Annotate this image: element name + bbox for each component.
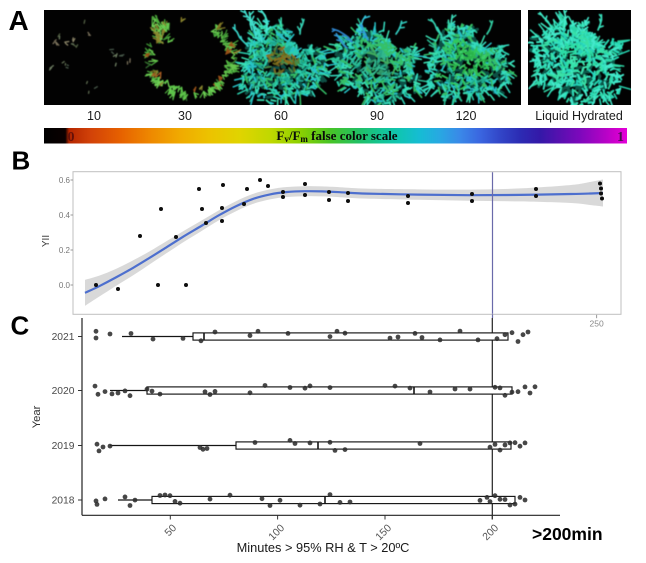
svg-text:200: 200 [480, 522, 501, 543]
svg-text:>200min: >200min [532, 524, 603, 544]
svg-text:120: 120 [456, 109, 477, 123]
svg-text:A: A [9, 5, 29, 36]
svg-text:2018: 2018 [52, 496, 75, 507]
svg-text:250: 250 [590, 319, 604, 329]
svg-text:2021: 2021 [52, 332, 75, 343]
svg-text:0: 0 [68, 130, 75, 145]
svg-text:Year: Year [31, 405, 43, 428]
svg-text:0.4: 0.4 [59, 211, 71, 220]
svg-text:0.6: 0.6 [59, 176, 71, 185]
svg-text:2020: 2020 [52, 386, 75, 397]
svg-text:90: 90 [370, 109, 384, 123]
svg-text:0.2: 0.2 [59, 246, 71, 255]
svg-text:2019: 2019 [52, 441, 75, 452]
svg-text:60: 60 [274, 109, 288, 123]
svg-text:30: 30 [178, 109, 192, 123]
svg-text:YII: YII [41, 235, 52, 247]
svg-text:Liquid Hydrated: Liquid Hydrated [535, 109, 623, 123]
svg-text:Minutes > 95% RH & T > 20ºC: Minutes > 95% RH & T > 20ºC [237, 540, 410, 555]
svg-text:C: C [11, 311, 30, 341]
svg-text:0.0: 0.0 [59, 281, 71, 290]
svg-text:10: 10 [87, 109, 101, 123]
svg-text:B: B [12, 146, 31, 176]
svg-text:Fv/Fm false color scale: Fv/Fm false color scale [276, 128, 397, 144]
svg-text:1: 1 [617, 130, 624, 145]
svg-text:50: 50 [162, 522, 179, 539]
